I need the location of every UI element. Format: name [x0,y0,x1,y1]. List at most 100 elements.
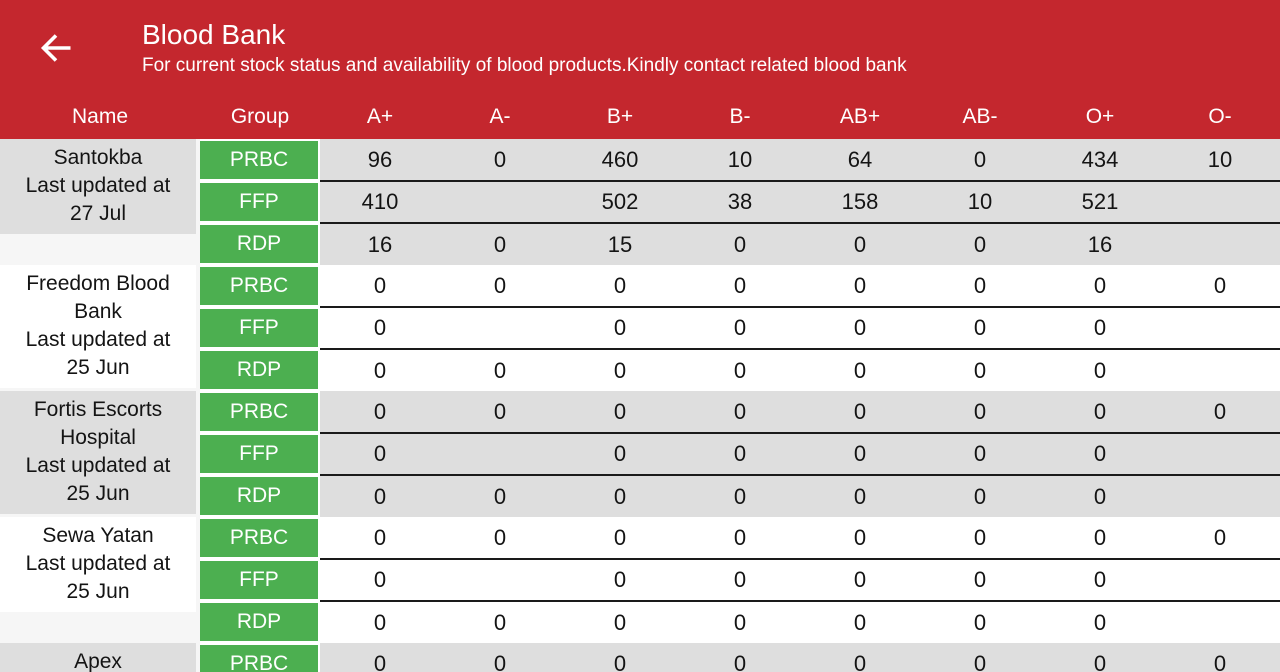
stock-value: 0 [320,474,440,517]
bank-name-cell: Santokba Last updated at 27 Jul [0,138,200,265]
bank-last-updated: Last updated at 25 Jun [25,552,171,603]
stock-table-body: Santokba Last updated at 27 Jul PRBC 96 0 460… [0,138,1280,672]
stock-value: 0 [560,265,680,307]
stock-value: 0 [680,265,800,307]
table-row: Sewa Yatan Last updated at 25 Jun PRBC 0 0 0 0… [0,517,1280,643]
stock-value: 0 [800,558,920,601]
stock-value: 0 [800,600,920,643]
group-cell: FFP [200,307,320,349]
stock-value: 0 [920,306,1040,349]
stock-value: 0 [1160,643,1280,672]
stock-value: 10 [680,138,800,181]
stock-value [1160,432,1280,475]
stock-value: 38 [680,180,800,223]
col-header-b-pos: B+ [560,96,680,139]
bank-name-cell: Freedom Blood Bank Last updated at 25 Jun [0,265,200,391]
blood-component-badge: PRBC [200,141,318,179]
stock-value: 10 [920,180,1040,223]
stock-value [1160,222,1280,265]
stock-value [440,558,560,601]
stock-value: 0 [440,643,560,672]
bank-name-cell: Fortis Escorts Hospital Last updated at 2… [0,391,200,517]
stock-value: 158 [800,180,920,223]
stock-value: 0 [920,348,1040,391]
table-row: FFP 0 0 0 0 0 0 [0,432,1280,475]
stock-value: 0 [440,474,560,517]
blood-component-badge: RDP [200,477,318,515]
stock-value: 0 [440,517,560,559]
bank-name: Freedom Blood Bank [26,272,170,323]
stock-value: 410 [320,180,440,223]
bank-last-updated: Last updated at 25 Jun [25,328,171,379]
stock-value: 0 [920,643,1040,672]
group-cell: FFP [200,433,320,475]
stock-value: 0 [560,517,680,559]
page-subtitle: For current stock status and availabilit… [142,54,907,76]
table-row: RDP 0 0 0 0 0 0 0 [0,474,1280,517]
stock-value: 0 [320,600,440,643]
blood-component-badge: RDP [200,603,318,641]
stock-value: 16 [1040,222,1160,265]
table-row: RDP 16 0 15 0 0 0 16 [0,222,1280,265]
group-cell: RDP [200,223,320,265]
col-header-name: Name [0,96,200,139]
bank-name-box: Fortis Escorts Hospital Last updated at 2… [0,391,196,514]
stock-value: 0 [680,432,800,475]
stock-value: 0 [1040,517,1160,559]
group-cell: PRBC [200,643,320,672]
group-cell: PRBC [200,517,320,559]
group-cell: PRBC [200,138,320,181]
table-row: Fortis Escorts Hospital Last updated at 2… [0,391,1280,517]
stock-value [440,432,560,475]
table-row: RDP 0 0 0 0 0 0 0 [0,348,1280,391]
stock-value: 0 [560,643,680,672]
stock-value: 0 [920,222,1040,265]
stock-value [1160,180,1280,223]
blood-component-badge: FFP [200,309,318,347]
stock-value: 0 [1040,391,1160,433]
group-cell: RDP [200,601,320,643]
stock-value: 16 [320,222,440,265]
stock-value: 0 [320,348,440,391]
stock-value: 0 [560,391,680,433]
stock-value: 521 [1040,180,1160,223]
stock-value: 0 [440,265,560,307]
stock-value: 0 [320,643,440,672]
stock-value: 0 [680,643,800,672]
col-header-a-neg: A- [440,96,560,139]
stock-value: 0 [920,138,1040,181]
stock-value: 0 [800,643,920,672]
stock-value: 502 [560,180,680,223]
stock-value: 0 [1040,348,1160,391]
back-button[interactable] [34,26,78,70]
group-cell: PRBC [200,391,320,433]
stock-value: 96 [320,138,440,181]
bank-name-cell: Sewa Yatan Last updated at 25 Jun [0,517,200,643]
group-cell: RDP [200,349,320,391]
bank-name-box: Apex [0,643,196,672]
blood-component-badge: PRBC [200,519,318,557]
group-cell: RDP [200,475,320,517]
bank-name: Fortis Escorts Hospital [33,398,163,449]
stock-value: 0 [320,391,440,433]
stock-value: 0 [800,517,920,559]
blood-component-badge: FFP [200,435,318,473]
blood-component-badge: FFP [200,183,318,221]
stock-value: 0 [320,265,440,307]
stock-value: 0 [800,265,920,307]
stock-value: 460 [560,138,680,181]
table-row: FFP 0 0 0 0 0 0 [0,306,1280,349]
col-header-group: Group [200,96,320,139]
stock-value: 434 [1040,138,1160,181]
stock-value: 0 [320,517,440,559]
stock-value: 0 [440,391,560,433]
table-row: FFP 410 502 38 158 10 521 [0,180,1280,223]
stock-value: 0 [320,306,440,349]
stock-value: 0 [800,474,920,517]
blood-component-badge: PRBC [200,645,318,672]
bank-name-box: Freedom Blood Bank Last updated at 25 Jun [0,265,196,388]
blood-component-badge: PRBC [200,267,318,305]
arrow-left-icon [40,34,71,62]
stock-value [1160,306,1280,349]
col-header-ab-neg: AB- [920,96,1040,139]
